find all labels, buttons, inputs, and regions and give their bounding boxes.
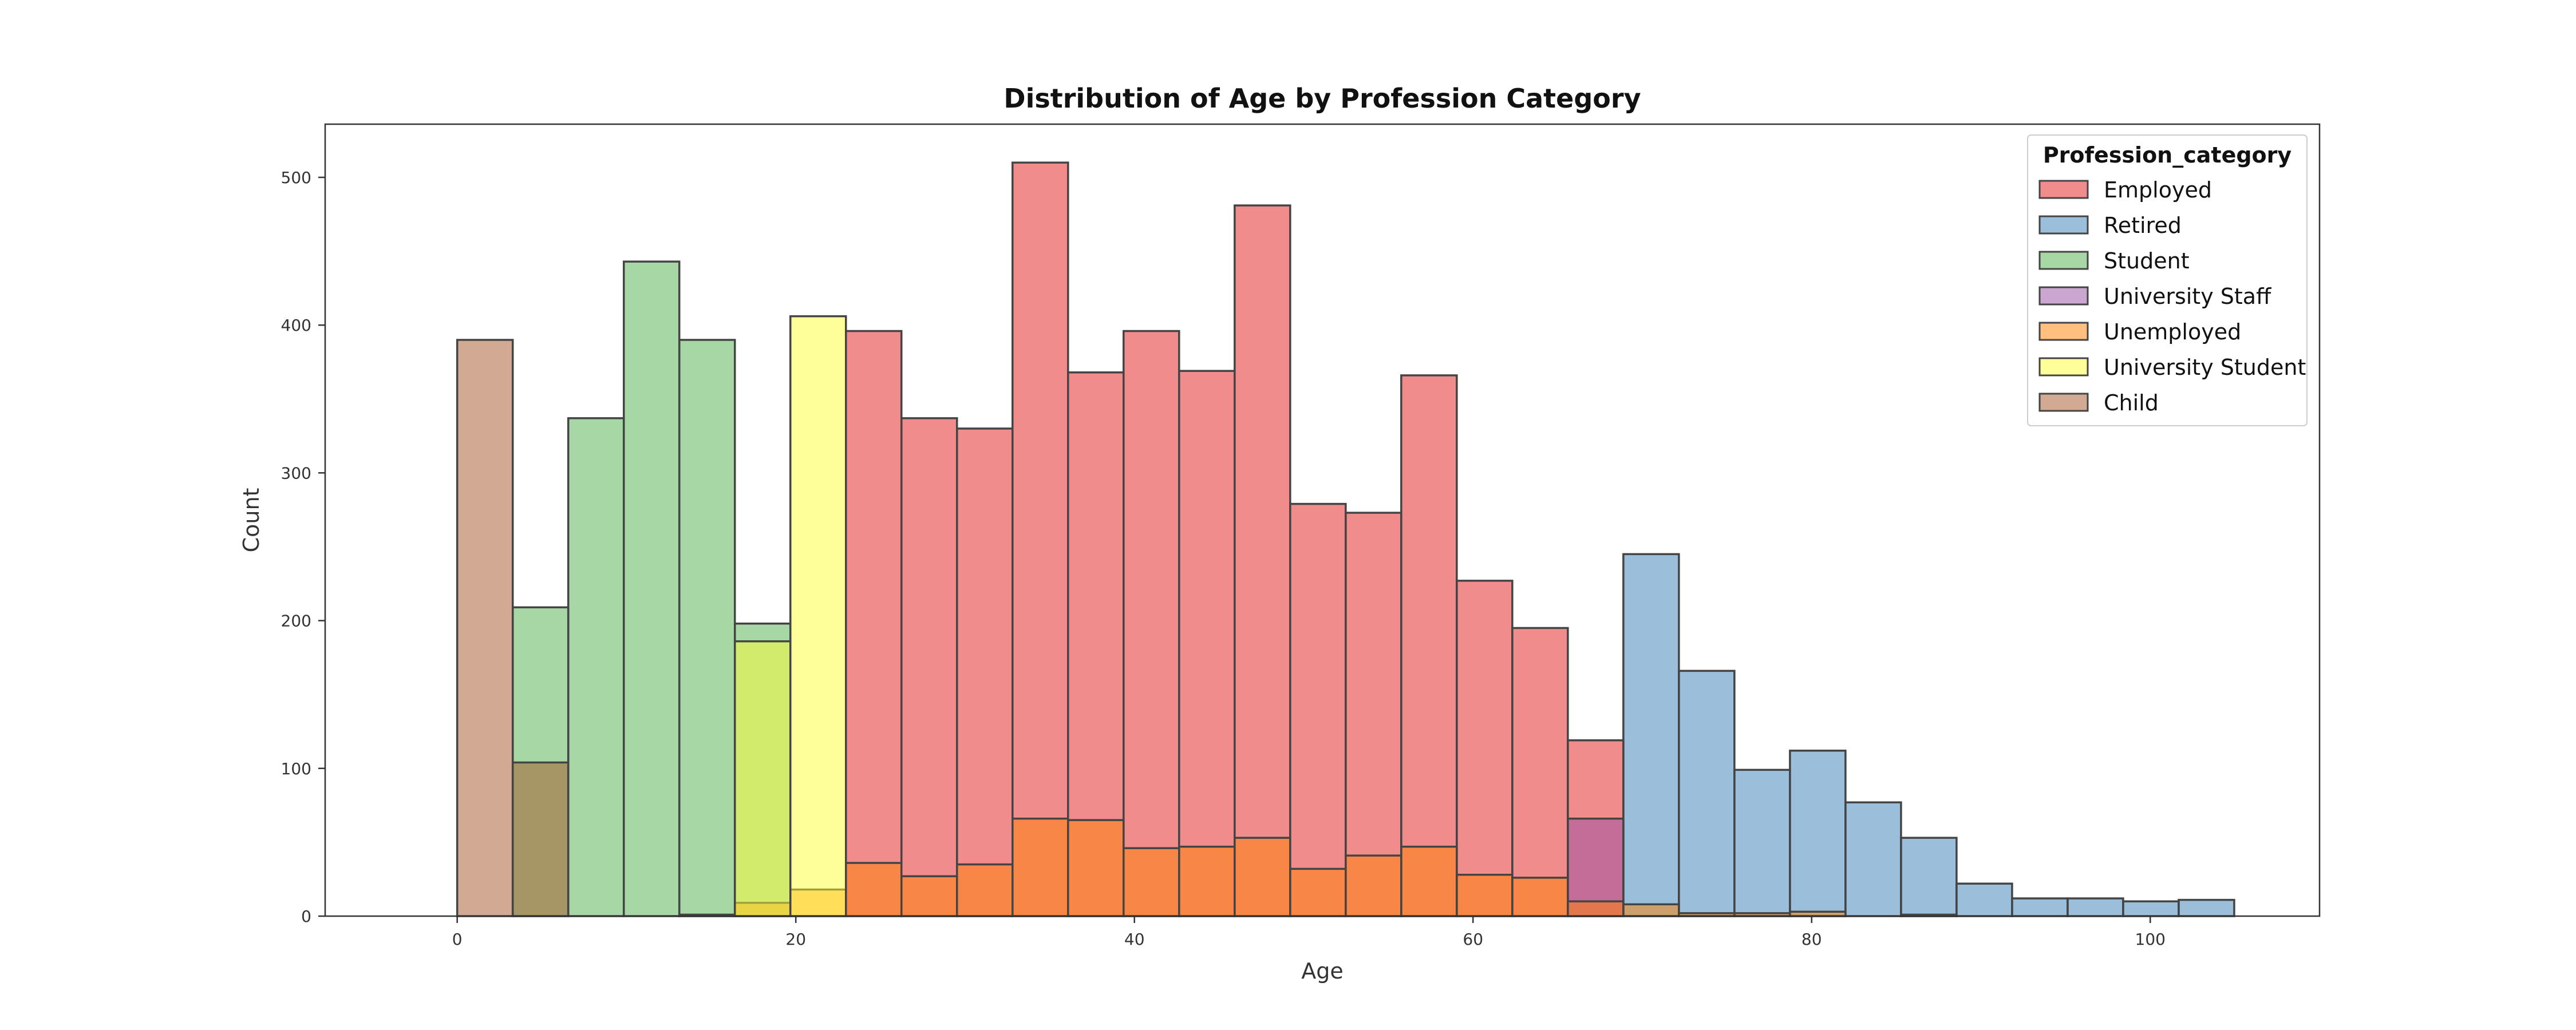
bar-employed-17 bbox=[1400, 374, 1458, 917]
series-child bbox=[456, 339, 570, 917]
bar-retired-21 bbox=[1622, 553, 1680, 917]
x-axis-ticks: 0 20 40 60 80 100 bbox=[452, 916, 2166, 949]
bar-retired-30 bbox=[2122, 900, 2180, 917]
y-tick-label: 500 bbox=[281, 168, 311, 187]
bar-student-3 bbox=[622, 260, 681, 917]
legend-swatch-university-staff bbox=[2038, 286, 2089, 306]
legend-label-university-student: University Student bbox=[2104, 355, 2306, 380]
bar-unemployed-14 bbox=[1234, 837, 1291, 917]
bar-unemployed-13 bbox=[1178, 845, 1236, 917]
series-employed bbox=[844, 161, 1625, 917]
bar-unemployed-10 bbox=[1012, 817, 1069, 917]
legend-items: Employed Retired Student University Staff Un… bbox=[2038, 177, 2306, 415]
legend-label-child: Child bbox=[2104, 390, 2159, 415]
bar-university-student-6 bbox=[789, 315, 847, 917]
y-tick-label: 200 bbox=[281, 612, 311, 631]
legend-label-unemployed: Unemployed bbox=[2104, 319, 2241, 344]
x-tick-label: 100 bbox=[2135, 930, 2166, 949]
y-tick-label: 100 bbox=[281, 759, 311, 778]
bar-unemployed-12 bbox=[1123, 847, 1180, 917]
bar-employed-9 bbox=[956, 427, 1014, 917]
legend: Profession_category Employed Retired Stude… bbox=[2027, 134, 2308, 426]
bars-layer bbox=[456, 161, 2235, 917]
legend-swatch-employed bbox=[2038, 180, 2089, 199]
bar-employed-16 bbox=[1345, 512, 1402, 917]
bar-child-0 bbox=[456, 339, 514, 917]
bar-employed-18 bbox=[1456, 580, 1514, 917]
x-axis-label: Age bbox=[1301, 958, 1344, 984]
legend-swatch-student bbox=[2038, 251, 2089, 270]
bar-unemployed-9 bbox=[956, 863, 1014, 917]
bar-unemployed-19 bbox=[1511, 877, 1569, 917]
bar-student-2 bbox=[567, 417, 625, 917]
bar-retired-29 bbox=[2067, 897, 2124, 917]
legend-swatch-unemployed bbox=[2038, 322, 2089, 341]
bar-employed-7 bbox=[844, 330, 903, 917]
bar-retired-27 bbox=[1955, 882, 2013, 917]
bar-unemployed-20 bbox=[1567, 900, 1625, 917]
legend-swatch-university-student bbox=[2038, 357, 2089, 377]
y-tick-label: 400 bbox=[281, 316, 311, 335]
legend-swatch-child bbox=[2038, 393, 2089, 412]
legend-title: Profession_category bbox=[2043, 142, 2292, 168]
bar-university-student-5 bbox=[733, 640, 792, 917]
legend-label-university-staff: University Staff bbox=[2104, 284, 2271, 309]
bar-employed-14 bbox=[1234, 204, 1291, 917]
bar-employed-19 bbox=[1511, 627, 1569, 917]
bar-retired-23 bbox=[1733, 768, 1791, 917]
x-tick-label: 80 bbox=[1801, 930, 1822, 949]
x-tick-label: 0 bbox=[452, 930, 463, 949]
chart-title: Distribution of Age by Profession Catego… bbox=[1003, 83, 1641, 114]
series-unemployed bbox=[678, 817, 1958, 917]
x-tick-label: 20 bbox=[785, 930, 806, 949]
bar-unemployed-18 bbox=[1456, 873, 1514, 917]
x-tick-label: 40 bbox=[1124, 930, 1145, 949]
bar-retired-28 bbox=[2011, 897, 2069, 917]
y-axis-label: Count bbox=[239, 488, 264, 553]
bar-employed-13 bbox=[1178, 370, 1236, 917]
series-retired bbox=[1622, 553, 2235, 917]
bar-employed-15 bbox=[1289, 502, 1347, 917]
bar-retired-22 bbox=[1678, 670, 1736, 917]
legend-label-employed: Employed bbox=[2104, 177, 2212, 203]
legend-box bbox=[2027, 134, 2308, 426]
bar-unemployed-15 bbox=[1289, 867, 1347, 917]
series-university-student bbox=[733, 315, 847, 917]
bar-employed-10 bbox=[1012, 161, 1069, 917]
bar-student-4 bbox=[678, 339, 736, 917]
bar-employed-8 bbox=[900, 417, 958, 917]
bar-unemployed-17 bbox=[1400, 845, 1458, 917]
bar-retired-25 bbox=[1844, 801, 1902, 917]
bar-retired-31 bbox=[2178, 898, 2235, 917]
bar-employed-12 bbox=[1123, 330, 1180, 917]
legend-label-retired: Retired bbox=[2104, 213, 2182, 238]
legend-label-student: Student bbox=[2104, 248, 2190, 274]
bar-retired-24 bbox=[1789, 750, 1847, 917]
y-axis-ticks: 0 100 200 300 400 500 bbox=[281, 168, 325, 926]
legend-swatch-retired bbox=[2038, 215, 2089, 235]
bar-unemployed-8 bbox=[900, 875, 958, 917]
bar-unemployed-11 bbox=[1067, 819, 1125, 917]
y-tick-label: 300 bbox=[281, 464, 311, 482]
y-tick-label: 0 bbox=[301, 907, 311, 926]
bar-child-1 bbox=[511, 761, 570, 917]
x-tick-label: 60 bbox=[1463, 930, 1483, 949]
bar-unemployed-16 bbox=[1345, 854, 1402, 917]
bar-unemployed-7 bbox=[844, 862, 903, 917]
bar-retired-26 bbox=[1900, 837, 1958, 917]
bar-unemployed-21 bbox=[1622, 903, 1680, 917]
plot-frame bbox=[324, 123, 2321, 917]
